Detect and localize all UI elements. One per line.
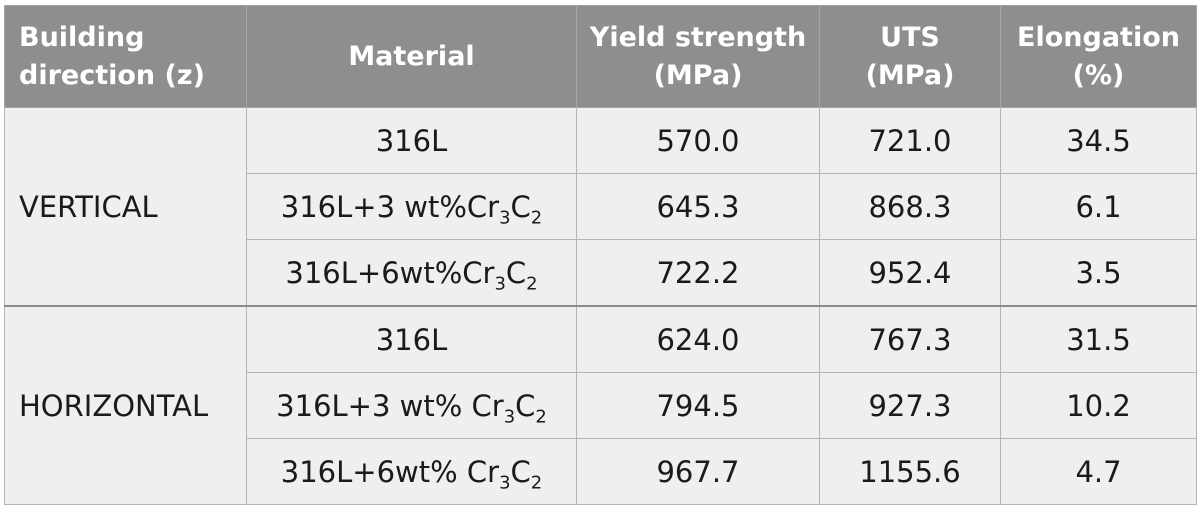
table-row: 316L+6wt% Cr3C2 967.7 1155.6 4.7 bbox=[5, 438, 1197, 505]
elongation-cell: 4.7 bbox=[1000, 438, 1197, 505]
header-row: Building direction (z) Material Yield st… bbox=[4, 5, 1197, 108]
header-uts: UTS (MPa) bbox=[819, 5, 1001, 108]
yield-cell: 967.7 bbox=[576, 438, 820, 505]
yield-cell: 570.0 bbox=[576, 107, 820, 174]
uts-cell: 1155.6 bbox=[819, 438, 1001, 505]
uts-cell: 927.3 bbox=[819, 372, 1001, 439]
material-cell: 316L+6wt% Cr3C2 bbox=[246, 438, 577, 505]
yield-cell: 645.3 bbox=[576, 173, 820, 240]
elongation-cell: 6.1 bbox=[1000, 173, 1197, 240]
yield-cell: 722.2 bbox=[576, 239, 820, 307]
table-row: HORIZONTAL 316L 624.0 767.3 31.5 bbox=[4, 305, 1197, 505]
yield-cell: 624.0 bbox=[576, 305, 820, 373]
yield-cell: 794.5 bbox=[576, 372, 820, 439]
uts-cell: 868.3 bbox=[819, 173, 1001, 240]
header-building-direction: Building direction (z) bbox=[4, 5, 247, 108]
mechanical-properties-table: Building direction (z) Material Yield st… bbox=[4, 5, 1197, 505]
uts-cell: 721.0 bbox=[819, 107, 1001, 174]
direction-cell-vertical: VERTICAL bbox=[4, 107, 247, 307]
elongation-cell: 34.5 bbox=[1000, 107, 1197, 174]
elongation-cell: 10.2 bbox=[1000, 372, 1197, 439]
material-cell: 316L+3 wt% Cr3C2 bbox=[246, 372, 577, 439]
header-material: Material bbox=[246, 5, 577, 108]
material-cell: 316L+6wt%Cr3C2 bbox=[246, 239, 577, 307]
material-cell: 316L bbox=[246, 305, 577, 373]
elongation-cell: 31.5 bbox=[1000, 305, 1197, 373]
material-cell: 316L+3 wt%Cr3C2 bbox=[246, 173, 577, 240]
uts-cell: 767.3 bbox=[819, 305, 1001, 373]
table-row: VERTICAL 316L 570.0 721.0 34.5 bbox=[4, 107, 1197, 307]
material-cell: 316L bbox=[246, 107, 577, 174]
header-elongation: Elongation (%) bbox=[1000, 5, 1197, 108]
direction-cell-horizontal: HORIZONTAL bbox=[4, 305, 247, 505]
uts-cell: 952.4 bbox=[819, 239, 1001, 307]
header-yield-strength: Yield strength (MPa) bbox=[576, 5, 820, 108]
elongation-cell: 3.5 bbox=[1000, 239, 1197, 307]
table-row: 316L+3 wt% Cr3C2 794.5 927.3 10.2 bbox=[5, 372, 1197, 439]
table-row: 316L+3 wt%Cr3C2 645.3 868.3 6.1 bbox=[5, 173, 1197, 240]
